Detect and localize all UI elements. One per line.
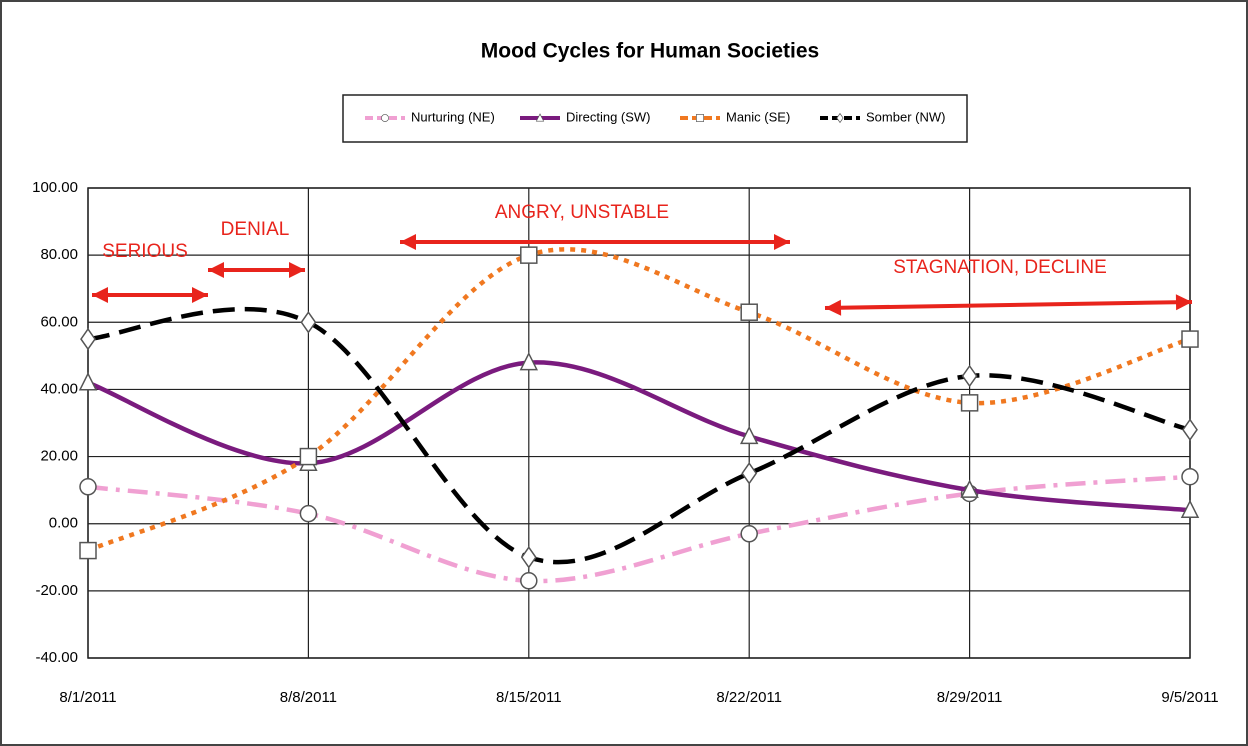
legend-label: Somber (NW)	[866, 109, 945, 124]
legend-marker	[696, 114, 704, 122]
data-point	[299, 447, 318, 466]
data-point	[1182, 418, 1198, 442]
arrow-head	[289, 262, 305, 278]
y-tick-label: 20.00	[40, 448, 78, 465]
data-point	[961, 364, 978, 388]
x-tick-label: 9/5/2011	[1161, 689, 1218, 706]
legend-marker	[836, 112, 844, 124]
y-tick-label: 0.00	[49, 515, 78, 532]
data-point	[78, 372, 98, 391]
data-point	[960, 479, 979, 498]
legend-label: Manic (SE)	[726, 109, 790, 124]
series-line	[87, 247, 1191, 553]
data-point	[520, 572, 538, 590]
x-tick-label: 8/29/2011	[937, 689, 1003, 706]
arrow-head	[192, 287, 208, 303]
data-point	[520, 545, 537, 569]
data-point	[300, 310, 317, 334]
legend-label: Directing (SW)	[566, 109, 651, 124]
annotation: STAGNATION, DECLINE	[893, 257, 1107, 278]
legend-box	[342, 94, 968, 143]
x-tick-label: 8/1/2011	[59, 689, 116, 706]
data-point	[520, 246, 538, 264]
annotation: SERIOUS	[102, 241, 188, 262]
data-point	[1180, 499, 1200, 519]
arrow-head	[774, 234, 790, 250]
data-point	[1181, 467, 1199, 486]
data-point	[519, 351, 539, 371]
annotation: DENIAL	[221, 219, 290, 240]
series-line	[87, 360, 1191, 513]
data-point	[79, 478, 97, 496]
y-tick-label: 40.00	[40, 380, 78, 397]
arrow-shaft	[824, 300, 1193, 310]
annotation: ANGRY, UNSTABLE	[495, 202, 669, 223]
data-point	[741, 462, 758, 485]
series-line	[87, 474, 1191, 584]
data-point	[79, 541, 97, 560]
data-point	[740, 525, 758, 543]
y-tick-label: 60.00	[40, 313, 78, 330]
x-tick-label: 8/22/2011	[716, 689, 782, 706]
arrow-head	[92, 287, 108, 303]
data-point	[960, 394, 979, 412]
legend-label: Nurturing (NE)	[411, 109, 495, 124]
arrow-head	[400, 234, 416, 250]
data-point	[299, 504, 318, 523]
arrow-head	[1175, 294, 1192, 311]
legend-marker	[381, 114, 389, 122]
y-tick-label: -20.00	[35, 582, 78, 599]
y-tick-label: 100.00	[32, 179, 78, 196]
series-line	[87, 306, 1191, 565]
data-point	[80, 327, 96, 351]
y-tick-label: 80.00	[40, 246, 78, 263]
y-tick-label: -40.00	[35, 649, 78, 666]
arrow-head	[208, 262, 224, 278]
x-tick-label: 8/15/2011	[496, 689, 562, 706]
arrow-head	[825, 299, 842, 316]
data-point	[739, 425, 759, 445]
data-point	[1181, 330, 1199, 348]
x-tick-label: 8/8/2011	[280, 689, 337, 706]
chart-title: Mood Cycles for Human Societies	[481, 40, 819, 63]
data-point	[740, 303, 758, 321]
legend-marker	[535, 113, 545, 122]
